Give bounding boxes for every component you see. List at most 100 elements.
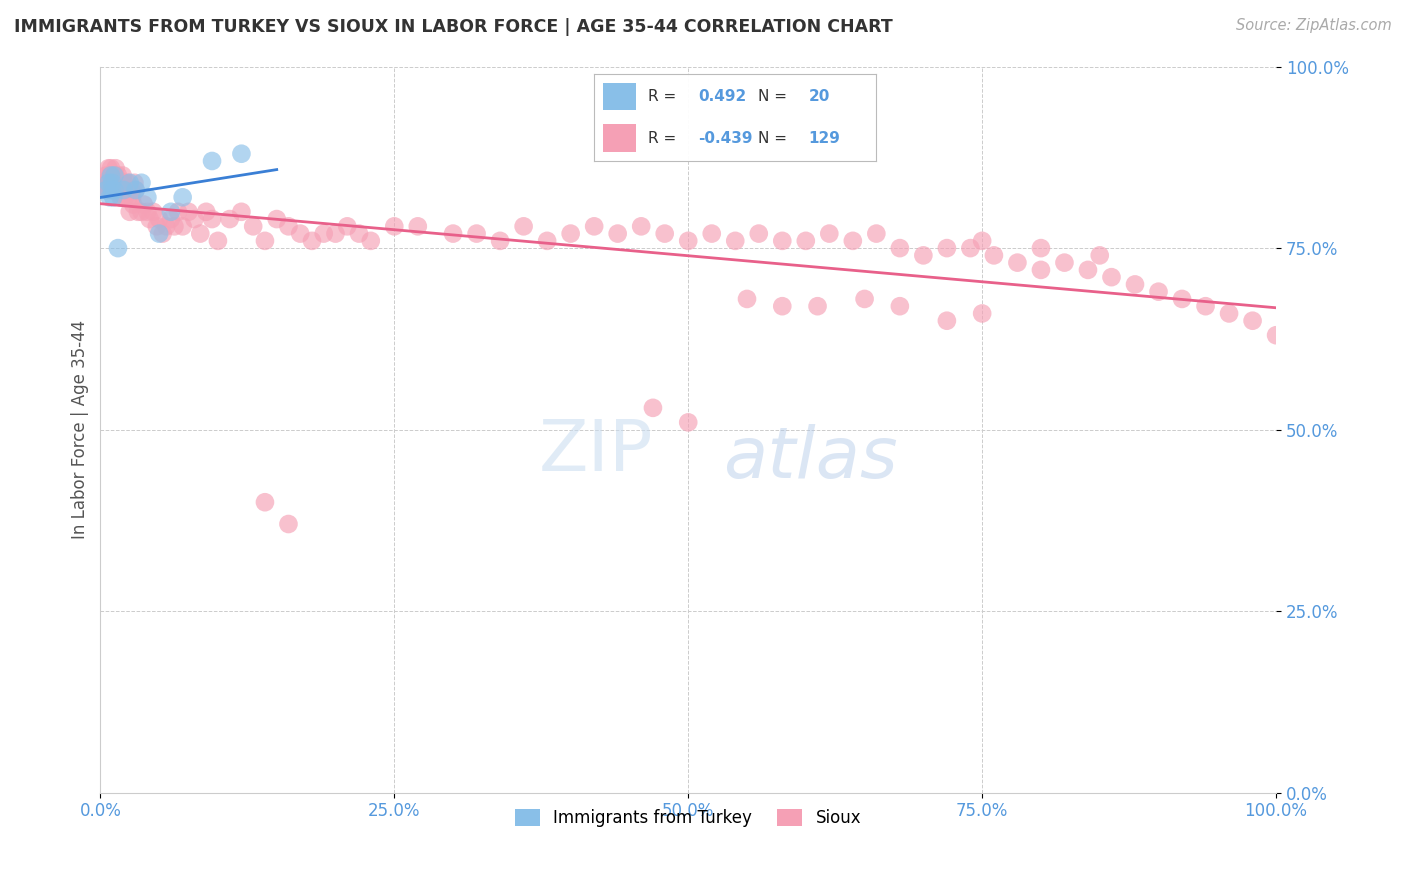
Point — [122, 197, 145, 211]
Point — [112, 176, 135, 190]
Point — [100, 183, 122, 197]
Point — [972, 234, 994, 248]
Point — [301, 234, 323, 248]
Point — [104, 161, 127, 176]
Point — [96, 176, 118, 190]
Point — [253, 234, 276, 248]
Point — [560, 227, 582, 241]
Point — [465, 227, 488, 241]
Point — [117, 190, 139, 204]
Point — [218, 212, 240, 227]
Point — [111, 183, 134, 197]
Point — [735, 292, 758, 306]
Point — [118, 204, 141, 219]
Text: IMMIGRANTS FROM TURKEY VS SIOUX IN LABOR FORCE | AGE 35-44 CORRELATION CHART: IMMIGRANTS FROM TURKEY VS SIOUX IN LABOR… — [14, 18, 893, 36]
Point — [124, 183, 146, 197]
Point — [100, 161, 122, 176]
Point — [1218, 306, 1240, 320]
Point — [96, 169, 118, 183]
Legend: Immigrants from Turkey, Sioux: Immigrants from Turkey, Sioux — [506, 800, 870, 835]
Point — [724, 234, 747, 248]
Point — [1265, 328, 1288, 343]
Point — [1123, 277, 1146, 292]
Point — [959, 241, 981, 255]
Point — [382, 219, 405, 234]
Point — [101, 176, 124, 190]
Point — [512, 219, 534, 234]
Point — [842, 234, 865, 248]
Point — [103, 169, 125, 183]
Point — [188, 227, 211, 241]
Point — [794, 234, 817, 248]
Point — [131, 176, 153, 190]
Y-axis label: In Labor Force | Age 35-44: In Labor Force | Age 35-44 — [72, 320, 89, 539]
Point — [152, 227, 174, 241]
Point — [536, 234, 558, 248]
Point — [167, 204, 190, 219]
Point — [110, 176, 132, 190]
Point — [97, 176, 120, 190]
Point — [97, 183, 120, 197]
Point — [195, 204, 218, 219]
Point — [277, 516, 299, 531]
Point — [818, 227, 841, 241]
Point — [103, 183, 125, 197]
Point — [107, 241, 129, 255]
Point — [183, 212, 205, 227]
Point — [853, 292, 876, 306]
Point — [132, 197, 155, 211]
Point — [160, 204, 183, 219]
Point — [142, 204, 165, 219]
Point — [111, 169, 134, 183]
Point — [1171, 292, 1194, 306]
Point — [103, 169, 125, 183]
Point — [124, 183, 146, 197]
Point — [1088, 248, 1111, 262]
Point — [1101, 270, 1123, 285]
Point — [770, 299, 793, 313]
Point — [231, 204, 253, 219]
Point — [103, 190, 125, 204]
Point — [120, 183, 142, 197]
Point — [325, 227, 347, 241]
Point — [360, 234, 382, 248]
Point — [115, 183, 138, 197]
Point — [155, 219, 177, 234]
Point — [136, 204, 159, 219]
Point — [103, 183, 125, 197]
Point — [96, 183, 118, 197]
Point — [110, 183, 132, 197]
Point — [253, 495, 276, 509]
Point — [110, 190, 132, 204]
Point — [1029, 263, 1052, 277]
Point — [160, 212, 183, 227]
Point — [127, 204, 149, 219]
Point — [983, 248, 1005, 262]
Point — [138, 212, 160, 227]
Point — [124, 176, 146, 190]
Point — [770, 234, 793, 248]
Point — [121, 190, 143, 204]
Point — [148, 227, 170, 241]
Point — [606, 227, 628, 241]
Point — [108, 176, 131, 190]
Point — [654, 227, 676, 241]
Point — [889, 299, 911, 313]
Point — [97, 161, 120, 176]
Point — [889, 241, 911, 255]
Point — [146, 219, 169, 234]
Point — [489, 234, 512, 248]
Point — [98, 190, 121, 204]
Point — [103, 176, 125, 190]
Point — [103, 183, 125, 197]
Point — [101, 183, 124, 197]
Point — [172, 190, 194, 204]
Point — [148, 212, 170, 227]
Point — [136, 190, 159, 204]
Point — [207, 234, 229, 248]
Point — [336, 219, 359, 234]
Point — [114, 190, 136, 204]
Point — [172, 219, 194, 234]
Point — [242, 219, 264, 234]
Point — [1053, 255, 1076, 269]
